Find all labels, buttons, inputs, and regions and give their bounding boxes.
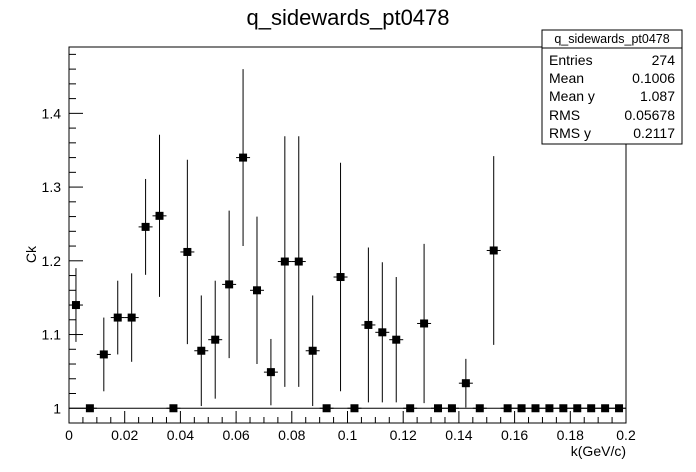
y-tick-label: 1.4 — [42, 105, 62, 121]
y-axis: 1 1.1 1.2 1.3 1.4 — [42, 53, 83, 424]
data-point — [573, 404, 582, 413]
data-point — [266, 368, 275, 377]
stats-rms-y-label: RMS y — [549, 125, 591, 141]
data-point — [615, 404, 624, 413]
data-point — [434, 404, 443, 413]
y-tick-label: 1 — [53, 400, 61, 416]
data-point — [350, 404, 359, 413]
plot-frame — [68, 46, 627, 424]
x-tick-label: 0.2 — [616, 427, 636, 443]
x-axis: 0 0.02 0.04 0.06 0.08 0.1 0.12 0.14 0.16 0.18 0.2 — [65, 411, 636, 443]
data-point — [280, 257, 289, 266]
x-tick-label: 0.02 — [111, 427, 138, 443]
x-tick-label: 0 — [65, 427, 73, 443]
stats-rms-label: RMS — [549, 107, 580, 123]
stats-mean-value: 0.1006 — [632, 70, 675, 86]
stats-rms-y-value: 0.2117 — [633, 125, 675, 141]
data-point — [71, 301, 80, 310]
x-tick-label: 0.04 — [167, 427, 194, 443]
data-point — [517, 404, 526, 413]
data-point — [225, 280, 234, 289]
stats-box-title: q_sidewards_pt0478 — [554, 32, 669, 46]
data-points — [68, 69, 627, 413]
data-point — [155, 211, 164, 220]
data-point — [183, 247, 192, 256]
stats-box: q_sidewards_pt0478 Entries 274 Mean 0.10… — [541, 29, 683, 145]
data-point — [113, 313, 122, 322]
data-point — [197, 346, 206, 355]
data-point — [587, 404, 596, 413]
x-tick-label: 0.1 — [338, 427, 358, 443]
stats-mean-y-value: 1.087 — [640, 88, 675, 104]
chart-title: q_sidewards_pt0478 — [246, 5, 449, 30]
y-tick-label: 1.3 — [42, 179, 62, 195]
stats-mean-y-label: Mean y — [549, 88, 595, 104]
x-tick-label: 0.12 — [390, 427, 417, 443]
data-point — [322, 404, 331, 413]
x-tick-label: 0.08 — [278, 427, 305, 443]
data-point — [85, 404, 94, 413]
data-point — [141, 222, 150, 231]
data-point — [239, 153, 248, 162]
data-point — [364, 320, 373, 329]
x-tick-label: 0.06 — [222, 427, 249, 443]
data-point — [294, 257, 303, 266]
stats-mean-label: Mean — [549, 70, 584, 86]
data-point — [559, 404, 568, 413]
stats-entries-value: 274 — [652, 52, 676, 68]
data-point — [169, 404, 178, 413]
x-tick-label: 0.18 — [557, 427, 584, 443]
data-point — [461, 379, 470, 388]
data-point — [601, 404, 610, 413]
data-point — [447, 404, 456, 413]
data-point — [252, 286, 261, 295]
data-point — [392, 335, 401, 344]
data-point — [420, 319, 429, 328]
data-point — [406, 404, 415, 413]
stats-box-frame — [541, 29, 683, 145]
data-point — [308, 346, 317, 355]
stats-entries-label: Entries — [549, 52, 593, 68]
data-point — [127, 313, 136, 322]
data-point — [489, 246, 498, 255]
data-point — [211, 335, 220, 344]
data-point — [545, 404, 554, 413]
x-tick-label: 0.14 — [445, 427, 472, 443]
y-tick-label: 1.2 — [42, 253, 62, 269]
data-point — [378, 328, 387, 337]
x-tick-label: 0.16 — [501, 427, 528, 443]
x-axis-label: k(GeV/c) — [571, 443, 626, 459]
data-point — [503, 404, 512, 413]
y-axis-label: Ck — [23, 245, 39, 263]
stats-rms-value: 0.05678 — [624, 107, 675, 123]
y-tick-label: 1.1 — [42, 327, 62, 343]
data-point — [99, 350, 108, 359]
data-point — [531, 404, 540, 413]
data-point — [336, 273, 345, 282]
data-point — [475, 404, 484, 413]
